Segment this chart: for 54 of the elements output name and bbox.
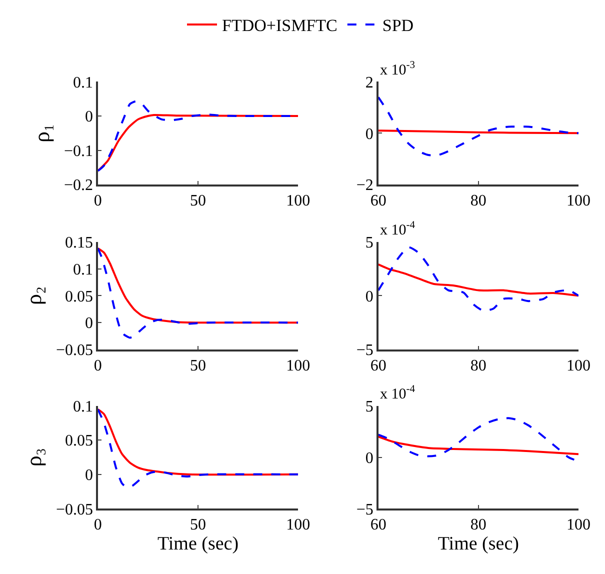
x-tick-label: 80: [470, 516, 486, 534]
x-axis-title: Time (sec): [438, 534, 519, 555]
x-tick-label: 100: [566, 192, 590, 210]
x-axis-title: Time (sec): [157, 534, 239, 555]
x-tick-label: 80: [470, 357, 486, 374]
line-series: [378, 96, 578, 156]
x-tick-label: 60: [370, 192, 386, 210]
x-tick-label: 80: [470, 192, 486, 210]
y-tick-label: −0.05: [56, 501, 93, 518]
x-tick-label: 100: [286, 516, 310, 534]
x-tick-label: 100: [566, 516, 590, 534]
legend-label: SPD: [382, 16, 414, 36]
line-series: [98, 247, 298, 339]
y-tick-label: −5: [356, 342, 374, 360]
y-tick-label: 5: [365, 398, 374, 416]
x-tick-label: 100: [286, 357, 310, 374]
line-series: [378, 263, 578, 297]
y-tick-label: 0: [84, 467, 93, 484]
line-series: [378, 436, 578, 456]
y-tick-label: 0: [84, 315, 93, 332]
y-tick-label: −0.2: [64, 177, 93, 194]
text: x 10$^{-4}$: [380, 220, 416, 238]
text: x 10$^{-4}$: [380, 384, 416, 402]
x-tick-label: 50: [190, 357, 206, 374]
x-tick-label: 60: [370, 357, 386, 374]
y-tick-label: 2: [365, 74, 374, 92]
y-tick-label: 5: [365, 234, 374, 252]
x-tick-label: 100: [286, 192, 310, 210]
x-tick-label: 100: [566, 357, 590, 374]
y-tick-label: 0.1: [72, 261, 93, 278]
y-tick-label: −5: [356, 501, 374, 518]
y-tick-label: −0.05: [56, 342, 93, 360]
y-tick-label: −2: [356, 177, 374, 194]
y-tick-label: 0.1: [72, 398, 93, 416]
y-tick-label: 0.05: [64, 288, 93, 306]
y-tick-label: −0.1: [64, 142, 93, 160]
y-tick-label: 0: [365, 288, 374, 306]
x-tick-label: 50: [190, 516, 206, 534]
line-series: [98, 247, 298, 324]
y-axis-title: ρ₁: [29, 124, 54, 142]
x-tick-label: 50: [190, 192, 206, 210]
y-tick-label: 0.15: [64, 234, 93, 252]
y-axis-title: ρ₂: [21, 286, 46, 306]
y-tick-label: 0: [365, 450, 374, 467]
y-tick-label: 0.1: [72, 74, 93, 92]
text: x 10$^{-3}$: [380, 60, 415, 78]
y-tick-label: 0: [84, 108, 93, 126]
y-axis-title: ρ₃: [21, 448, 46, 467]
line-series: [98, 114, 298, 172]
line-series: [378, 246, 578, 312]
y-tick-label: 0: [365, 126, 374, 143]
x-tick-label: 60: [370, 516, 386, 534]
legend-label: FTDO+ISMFTC: [222, 16, 338, 36]
y-tick-label: 0.05: [64, 432, 93, 450]
